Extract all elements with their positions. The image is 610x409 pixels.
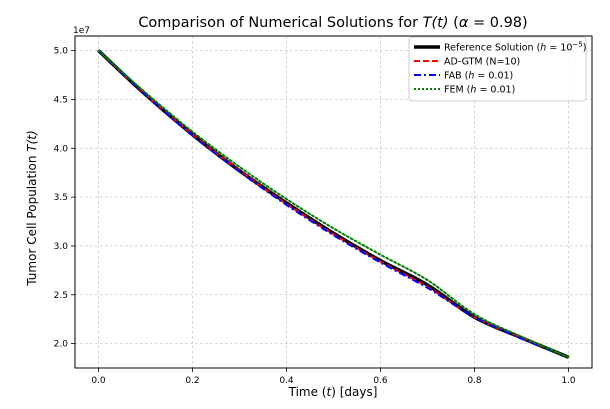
y-tick-label: 5.0 [54,47,69,57]
legend-label-adgtm: AD-GTM (N=10) [444,57,520,68]
x-tick-label: 0.2 [185,376,199,386]
legend: Reference Solution (h = 10−5) AD-GTM (N=… [408,36,587,102]
series-line-fem-h-0-01 [97,49,570,359]
series-group [97,49,570,359]
x-axis-label: Time (t) [days] [288,385,378,399]
y-tick-label: 2.0 [54,340,69,350]
chart-title: Comparison of Numerical Solutions for T(… [138,15,527,31]
x-axis: 0.0 0.2 0.4 0.6 0.8 1.0 [91,368,576,386]
x-tick-label: 0.0 [91,376,106,386]
legend-label-reference: Reference Solution (h = 10−5) [444,41,586,54]
x-tick-label: 0.8 [467,376,482,386]
y-tick-label: 3.0 [54,242,69,252]
series-line-fab-h-0-01 [97,49,569,359]
y-tick-label: 2.5 [54,291,68,301]
plot-frame [74,35,593,369]
x-tick-label: 1.0 [561,376,576,386]
y-axis-label: Tumor Cell Population T(t) [25,130,39,286]
x-tick-label: 0.6 [373,376,388,386]
legend-label-fem: FEM (h = 0.01) [444,85,515,96]
y-axis: 2.0 2.5 3.0 3.5 4.0 4.5 5.0 [54,47,75,350]
y-tick-label: 3.5 [54,193,68,203]
y-tick-label: 4.0 [54,144,69,154]
legend-box [408,36,587,102]
legend-label-fab: FAB (h = 0.01) [444,71,513,82]
x-tick-label: 0.4 [279,376,294,386]
y-tick-label: 4.5 [54,95,68,105]
y-offset-label: 1e7 [73,26,90,36]
